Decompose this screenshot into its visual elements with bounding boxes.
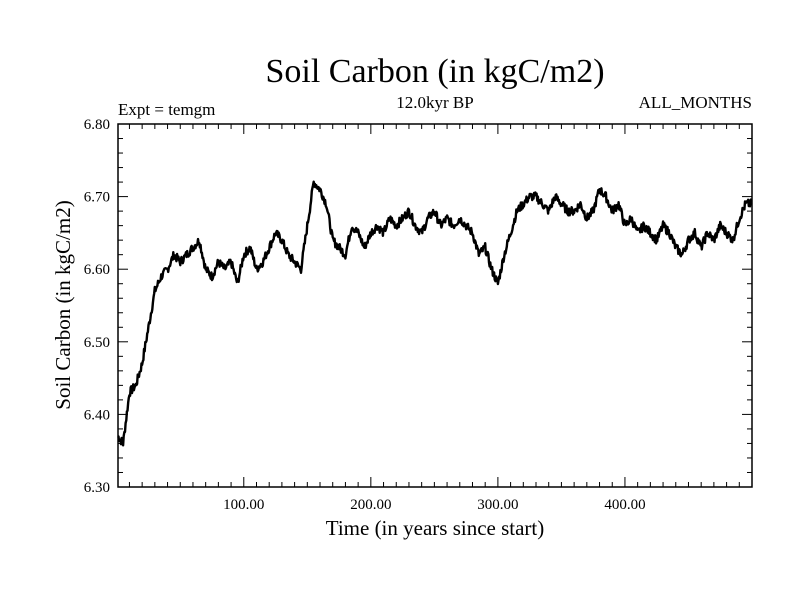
y-tick-label: 6.70 [84,190,110,206]
y-tick-label: 6.30 [84,480,110,496]
y-tick-label: 6.60 [84,262,110,278]
soil-carbon-series-line [117,180,753,447]
months-label: ALL_MONTHS [639,93,752,112]
experiment-label: Expt = temgm [118,100,215,119]
x-axis-title: Time (in years since start) [326,516,545,540]
x-tick-label: 200.00 [350,497,391,513]
period-label: 12.0kyr BP [396,93,473,112]
y-tick-label: 6.50 [84,335,110,351]
y-axis-title: Soil Carbon (in kgC/m2) [51,200,75,409]
y-tick-label: 6.40 [84,407,110,423]
axis-ticks [118,124,752,487]
plot-frame [117,123,753,488]
x-tick-label: 100.00 [223,497,264,513]
axis-tick-labels: 100.00 200.00 300.00 400.00 6.30 6.40 6.50 6.60… [84,117,646,513]
chart-title: Soil Carbon (in kgC/m2) [265,53,604,90]
x-tick-label: 400.00 [604,497,645,513]
y-tick-label: 6.80 [84,117,110,133]
x-tick-label: 300.00 [477,497,518,513]
